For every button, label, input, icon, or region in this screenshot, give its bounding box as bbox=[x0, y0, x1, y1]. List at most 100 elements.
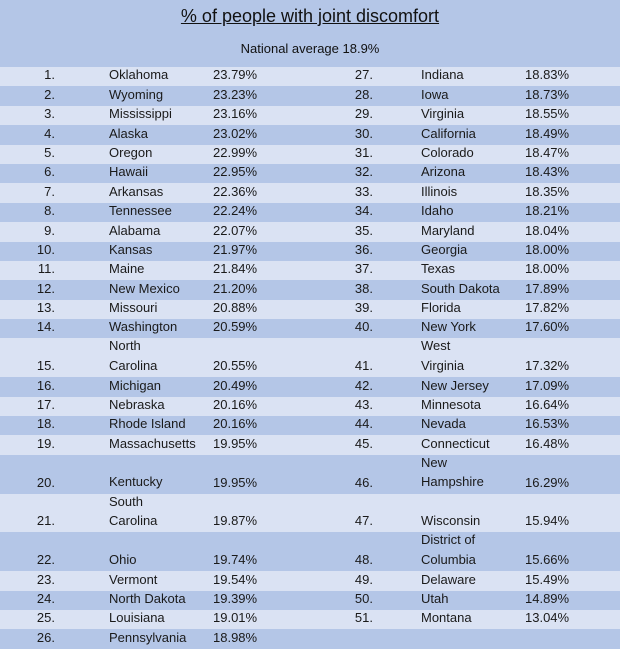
table-row: 12. New Mexico 21.20% 38. South Dakota 17.89% bbox=[0, 280, 620, 300]
state-cell: Wyoming bbox=[109, 86, 164, 102]
table-row: 20. Kentucky 19.95% 46. New Hampshire 16.29% bbox=[0, 455, 620, 494]
rank-cell: 9. bbox=[44, 222, 55, 238]
rank-cell: 28. bbox=[354, 86, 373, 102]
table-row: 11. Maine 21.84% 37. Texas 18.00% bbox=[0, 260, 620, 281]
percent-cell: 15.94% bbox=[525, 513, 570, 529]
rank-cell: 5. bbox=[44, 144, 55, 160]
rank-cell: 46. bbox=[354, 474, 373, 490]
percent-cell: 21.20% bbox=[213, 280, 258, 296]
state-cell: Maryland bbox=[421, 222, 475, 238]
rank-cell: 39. bbox=[354, 300, 373, 316]
state-cell: Colorado bbox=[421, 144, 474, 160]
rank-cell: 42. bbox=[354, 377, 373, 393]
percent-cell: 19.95% bbox=[213, 435, 258, 451]
rank-cell: 14. bbox=[36, 319, 55, 335]
rank-cell: 2. bbox=[44, 86, 55, 102]
percent-cell: 19.74% bbox=[213, 552, 258, 568]
percent-cell: 18.00% bbox=[525, 241, 570, 257]
state-cell: Illinois bbox=[421, 183, 458, 199]
state-cell: Ohio bbox=[109, 551, 137, 567]
table-row: 3. Mississippi 23.16% 29. Virginia 18.55% bbox=[0, 105, 620, 126]
percent-cell: 19.54% bbox=[213, 571, 258, 587]
percent-cell: 19.95% bbox=[213, 474, 258, 490]
rank-cell: 44. bbox=[354, 416, 373, 432]
rank-cell: 41. bbox=[354, 358, 373, 374]
national-average: National average 18.9% bbox=[240, 41, 380, 56]
percent-cell: 20.59% bbox=[213, 319, 258, 335]
state-cell: Tennessee bbox=[109, 203, 172, 219]
rank-cell: 21. bbox=[36, 513, 55, 529]
ranking-table: 1. Oklahoma 23.79% 27. Indiana 18.83% 2. Wyomin… bbox=[0, 67, 620, 649]
table-row: 16. Michigan 20.49% 42. New Jersey 17.09% bbox=[0, 377, 620, 397]
percent-cell: 17.32% bbox=[525, 358, 570, 374]
state-cell: Utah bbox=[421, 591, 449, 606]
state-cell: Pennsylvania bbox=[109, 629, 187, 645]
rank-cell: 6. bbox=[44, 164, 55, 180]
state-cell: Iowa bbox=[421, 86, 449, 102]
percent-cell: 22.95% bbox=[213, 164, 258, 180]
state-cell: New York bbox=[421, 319, 476, 335]
state-cell: New Jersey bbox=[421, 377, 489, 393]
state-cell: South Dakota bbox=[421, 280, 500, 296]
table-row: 8. Tennessee 22.24% 34. Idaho 18.21% bbox=[0, 202, 620, 223]
state-cell: Mississippi bbox=[109, 106, 172, 122]
percent-cell: 22.07% bbox=[213, 222, 258, 238]
percent-cell: 23.23% bbox=[213, 86, 258, 102]
rank-cell: 13. bbox=[36, 300, 55, 316]
percent-cell: 16.48% bbox=[525, 435, 570, 451]
rank-cell: 32. bbox=[354, 164, 373, 180]
table-row: 23. Vermont 19.54% 49. Delaware 15.49% bbox=[0, 571, 620, 591]
percent-cell: 23.02% bbox=[213, 125, 258, 141]
rank-cell: 50. bbox=[354, 591, 373, 606]
rank-cell: 18. bbox=[36, 416, 55, 432]
table-row: 6. Hawaii 22.95% 32. Arizona 18.43% bbox=[0, 163, 620, 184]
percent-cell: 18.83% bbox=[525, 67, 570, 83]
rank-cell: 48. bbox=[354, 552, 373, 568]
table-row: 18. Rhode Island 20.16% 44. Nevada 16.53% bbox=[0, 416, 620, 436]
rank-cell: 22. bbox=[36, 552, 55, 568]
rank-cell: 1. bbox=[44, 67, 55, 83]
percent-cell: 15.66% bbox=[525, 552, 570, 568]
table-row: 9. Alabama 22.07% 35. Maryland 18.04% bbox=[0, 222, 620, 242]
state-cell: Idaho bbox=[421, 203, 454, 219]
rank-cell: 45. bbox=[354, 435, 373, 451]
state-cell: Washington bbox=[109, 319, 178, 335]
percent-cell: 17.09% bbox=[525, 377, 570, 393]
rank-cell: 49. bbox=[354, 571, 373, 587]
table-row: 5. Oregon 22.99% 31. Colorado 18.47% bbox=[0, 144, 620, 164]
table-row: 22. Ohio 19.74% 48. District of Columbia 15.6… bbox=[0, 532, 620, 572]
rank-cell: 16. bbox=[36, 377, 55, 393]
state-cell: South Carolina bbox=[109, 493, 158, 529]
state-cell: Kentucky bbox=[109, 474, 163, 490]
percent-cell: 21.84% bbox=[213, 261, 258, 277]
rank-cell: 19. bbox=[36, 435, 55, 451]
percent-cell: 18.49% bbox=[525, 125, 570, 141]
rank-cell: 7. bbox=[44, 183, 55, 199]
state-cell: Alaska bbox=[109, 125, 149, 141]
percent-cell: 20.88% bbox=[213, 300, 258, 316]
state-cell: Rhode Island bbox=[109, 416, 186, 432]
state-cell: District of Columbia bbox=[421, 532, 476, 567]
state-cell: Hawaii bbox=[109, 164, 149, 180]
state-cell: Virginia bbox=[421, 106, 465, 122]
table-row: 15. North Carolina 20.55% 41. West Virginia 1… bbox=[0, 338, 620, 378]
percent-cell: 19.39% bbox=[213, 591, 258, 606]
percent-cell: 20.49% bbox=[213, 377, 258, 393]
percent-cell: 17.60% bbox=[525, 319, 570, 335]
state-cell: Nebraska bbox=[109, 397, 165, 413]
rank-cell: 47. bbox=[354, 513, 373, 529]
rank-cell: 3. bbox=[44, 106, 55, 122]
rank-cell: 15. bbox=[36, 358, 55, 374]
state-cell: Florida bbox=[421, 300, 461, 316]
state-cell: Vermont bbox=[109, 571, 158, 587]
rank-cell: 25. bbox=[36, 610, 55, 626]
state-cell: New Mexico bbox=[109, 280, 180, 296]
percent-cell: 18.98% bbox=[213, 629, 258, 645]
percent-cell: 16.64% bbox=[525, 397, 570, 413]
table-row: 19. Massachusetts 19.95% 45. Connecticut 16.4… bbox=[0, 435, 620, 455]
percent-cell: 18.35% bbox=[525, 183, 570, 199]
rank-cell: 12. bbox=[36, 280, 55, 296]
rank-cell: 40. bbox=[354, 319, 373, 335]
percent-cell: 16.29% bbox=[525, 474, 570, 490]
state-cell: Alabama bbox=[109, 222, 161, 238]
